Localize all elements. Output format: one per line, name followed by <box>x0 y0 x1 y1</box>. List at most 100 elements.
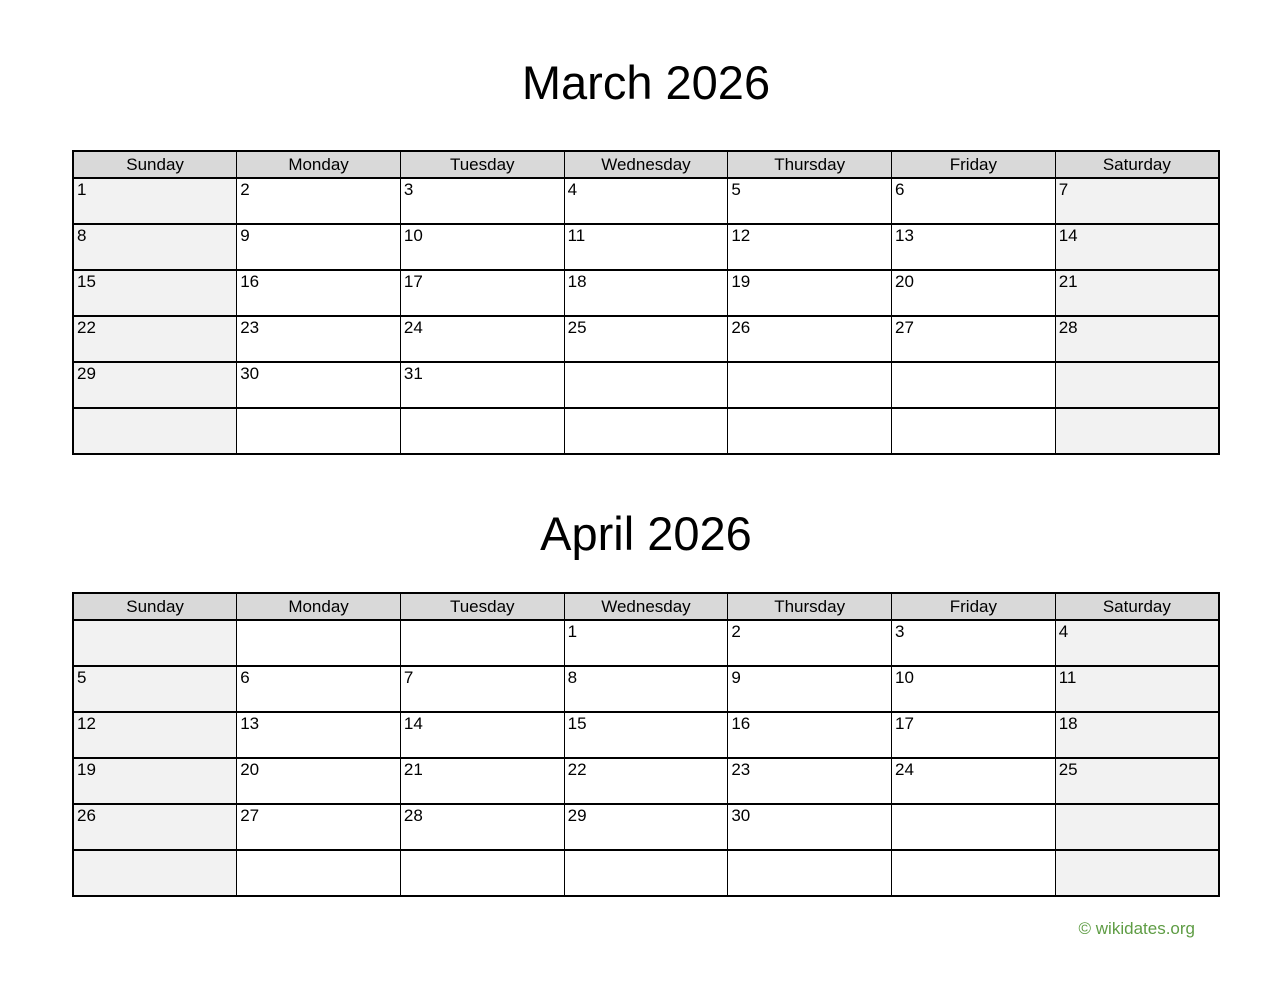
day-cell-9: 9 <box>727 665 893 713</box>
week-row: 15 16 17 18 19 20 21 <box>72 269 1220 317</box>
day-cell-26: 26 <box>727 315 893 363</box>
week-row: 12 13 14 15 16 17 18 <box>72 711 1220 759</box>
day-cell-28: 28 <box>1054 315 1220 363</box>
day-cell-11: 11 <box>563 223 729 271</box>
day-cell-16: 16 <box>727 711 893 759</box>
week-row: 5 6 7 8 9 10 11 <box>72 665 1220 713</box>
weekday-header-monday: Monday <box>236 592 401 621</box>
weekday-header-friday: Friday <box>891 150 1056 179</box>
day-cell-empty <box>236 849 401 897</box>
day-cell-18: 18 <box>1054 711 1220 759</box>
day-cell-20: 20 <box>891 269 1056 317</box>
day-cell-20: 20 <box>236 757 401 805</box>
day-cell-empty <box>72 849 238 897</box>
day-cell-14: 14 <box>399 711 565 759</box>
day-cell-8: 8 <box>563 665 729 713</box>
day-cell-21: 21 <box>399 757 565 805</box>
day-cell-22: 22 <box>563 757 729 805</box>
day-cell-empty <box>72 407 238 455</box>
weekday-header-friday: Friday <box>891 592 1056 621</box>
day-cell-3: 3 <box>891 619 1056 667</box>
day-cell-3: 3 <box>399 177 565 225</box>
day-cell-16: 16 <box>236 269 401 317</box>
month-title-april: April 2026 <box>540 507 752 560</box>
day-cell-21: 21 <box>1054 269 1220 317</box>
day-cell-empty <box>563 407 729 455</box>
calendar-table-march: Sunday Monday Tuesday Wednesday Thursday Frid… <box>72 150 1220 455</box>
week-row <box>72 407 1220 455</box>
day-cell-28: 28 <box>399 803 565 851</box>
day-cell-15: 15 <box>72 269 238 317</box>
day-cell-17: 17 <box>891 711 1056 759</box>
day-cell-7: 7 <box>399 665 565 713</box>
day-cell-4: 4 <box>563 177 729 225</box>
day-cell-24: 24 <box>891 757 1056 805</box>
weekday-header-thursday: Thursday <box>727 150 893 179</box>
day-cell-empty <box>891 361 1056 409</box>
day-cell-empty <box>1054 361 1220 409</box>
weekday-header-tuesday: Tuesday <box>399 150 565 179</box>
footer: © wikidates.org <box>72 897 1220 939</box>
wikidates-copyright-link[interactable]: © wikidates.org <box>1078 919 1195 938</box>
day-cell-12: 12 <box>72 711 238 759</box>
day-cell-19: 19 <box>727 269 893 317</box>
day-cell-empty <box>727 849 893 897</box>
day-cell-26: 26 <box>72 803 238 851</box>
day-cell-empty <box>727 407 893 455</box>
day-cell-25: 25 <box>563 315 729 363</box>
day-cell-empty <box>727 361 893 409</box>
day-cell-14: 14 <box>1054 223 1220 271</box>
week-row: 19 20 21 22 23 24 25 <box>72 757 1220 805</box>
day-cell-empty <box>399 849 565 897</box>
day-cell-5: 5 <box>727 177 893 225</box>
day-cell-5: 5 <box>72 665 238 713</box>
week-row: 8 9 10 11 12 13 14 <box>72 223 1220 271</box>
day-cell-empty <box>1054 803 1220 851</box>
day-cell-30: 30 <box>236 361 401 409</box>
month-section-march: March 2026 Sunday Monday Tuesday Wednesday T… <box>72 0 1220 455</box>
day-cell-empty <box>236 407 401 455</box>
day-cell-22: 22 <box>72 315 238 363</box>
day-cell-23: 23 <box>236 315 401 363</box>
weekday-header-sunday: Sunday <box>72 592 238 621</box>
day-cell-empty <box>72 619 238 667</box>
day-cell-19: 19 <box>72 757 238 805</box>
day-cell-empty <box>891 849 1056 897</box>
week-row: 26 27 28 29 30 <box>72 803 1220 851</box>
day-cell-4: 4 <box>1054 619 1220 667</box>
day-cell-31: 31 <box>399 361 565 409</box>
calendar-page: March 2026 Sunday Monday Tuesday Wednesday T… <box>72 0 1220 939</box>
weekday-header-tuesday: Tuesday <box>399 592 565 621</box>
day-cell-10: 10 <box>891 665 1056 713</box>
day-cell-empty <box>891 803 1056 851</box>
month-title-march: March 2026 <box>521 56 771 109</box>
day-cell-27: 27 <box>891 315 1056 363</box>
day-cell-empty <box>1054 849 1220 897</box>
day-cell-7: 7 <box>1054 177 1220 225</box>
day-cell-29: 29 <box>563 803 729 851</box>
day-cell-empty <box>1054 407 1220 455</box>
day-cell-empty <box>563 361 729 409</box>
weekday-header-sunday: Sunday <box>72 150 238 179</box>
day-cell-2: 2 <box>727 619 893 667</box>
day-cell-13: 13 <box>236 711 401 759</box>
day-cell-empty <box>399 619 565 667</box>
weekday-header-row: Sunday Monday Tuesday Wednesday Thursday Frid… <box>72 592 1220 621</box>
calendar-table-april: Sunday Monday Tuesday Wednesday Thursday Frid… <box>72 592 1220 897</box>
day-cell-9: 9 <box>236 223 401 271</box>
weekday-header-row: Sunday Monday Tuesday Wednesday Thursday Frid… <box>72 150 1220 179</box>
day-cell-27: 27 <box>236 803 401 851</box>
day-cell-29: 29 <box>72 361 238 409</box>
day-cell-12: 12 <box>727 223 893 271</box>
day-cell-17: 17 <box>399 269 565 317</box>
weekday-header-wednesday: Wednesday <box>563 592 729 621</box>
day-cell-23: 23 <box>727 757 893 805</box>
day-cell-11: 11 <box>1054 665 1220 713</box>
weekday-header-saturday: Saturday <box>1054 592 1220 621</box>
day-cell-empty <box>563 849 729 897</box>
day-cell-10: 10 <box>399 223 565 271</box>
day-cell-15: 15 <box>563 711 729 759</box>
weekday-header-monday: Monday <box>236 150 401 179</box>
